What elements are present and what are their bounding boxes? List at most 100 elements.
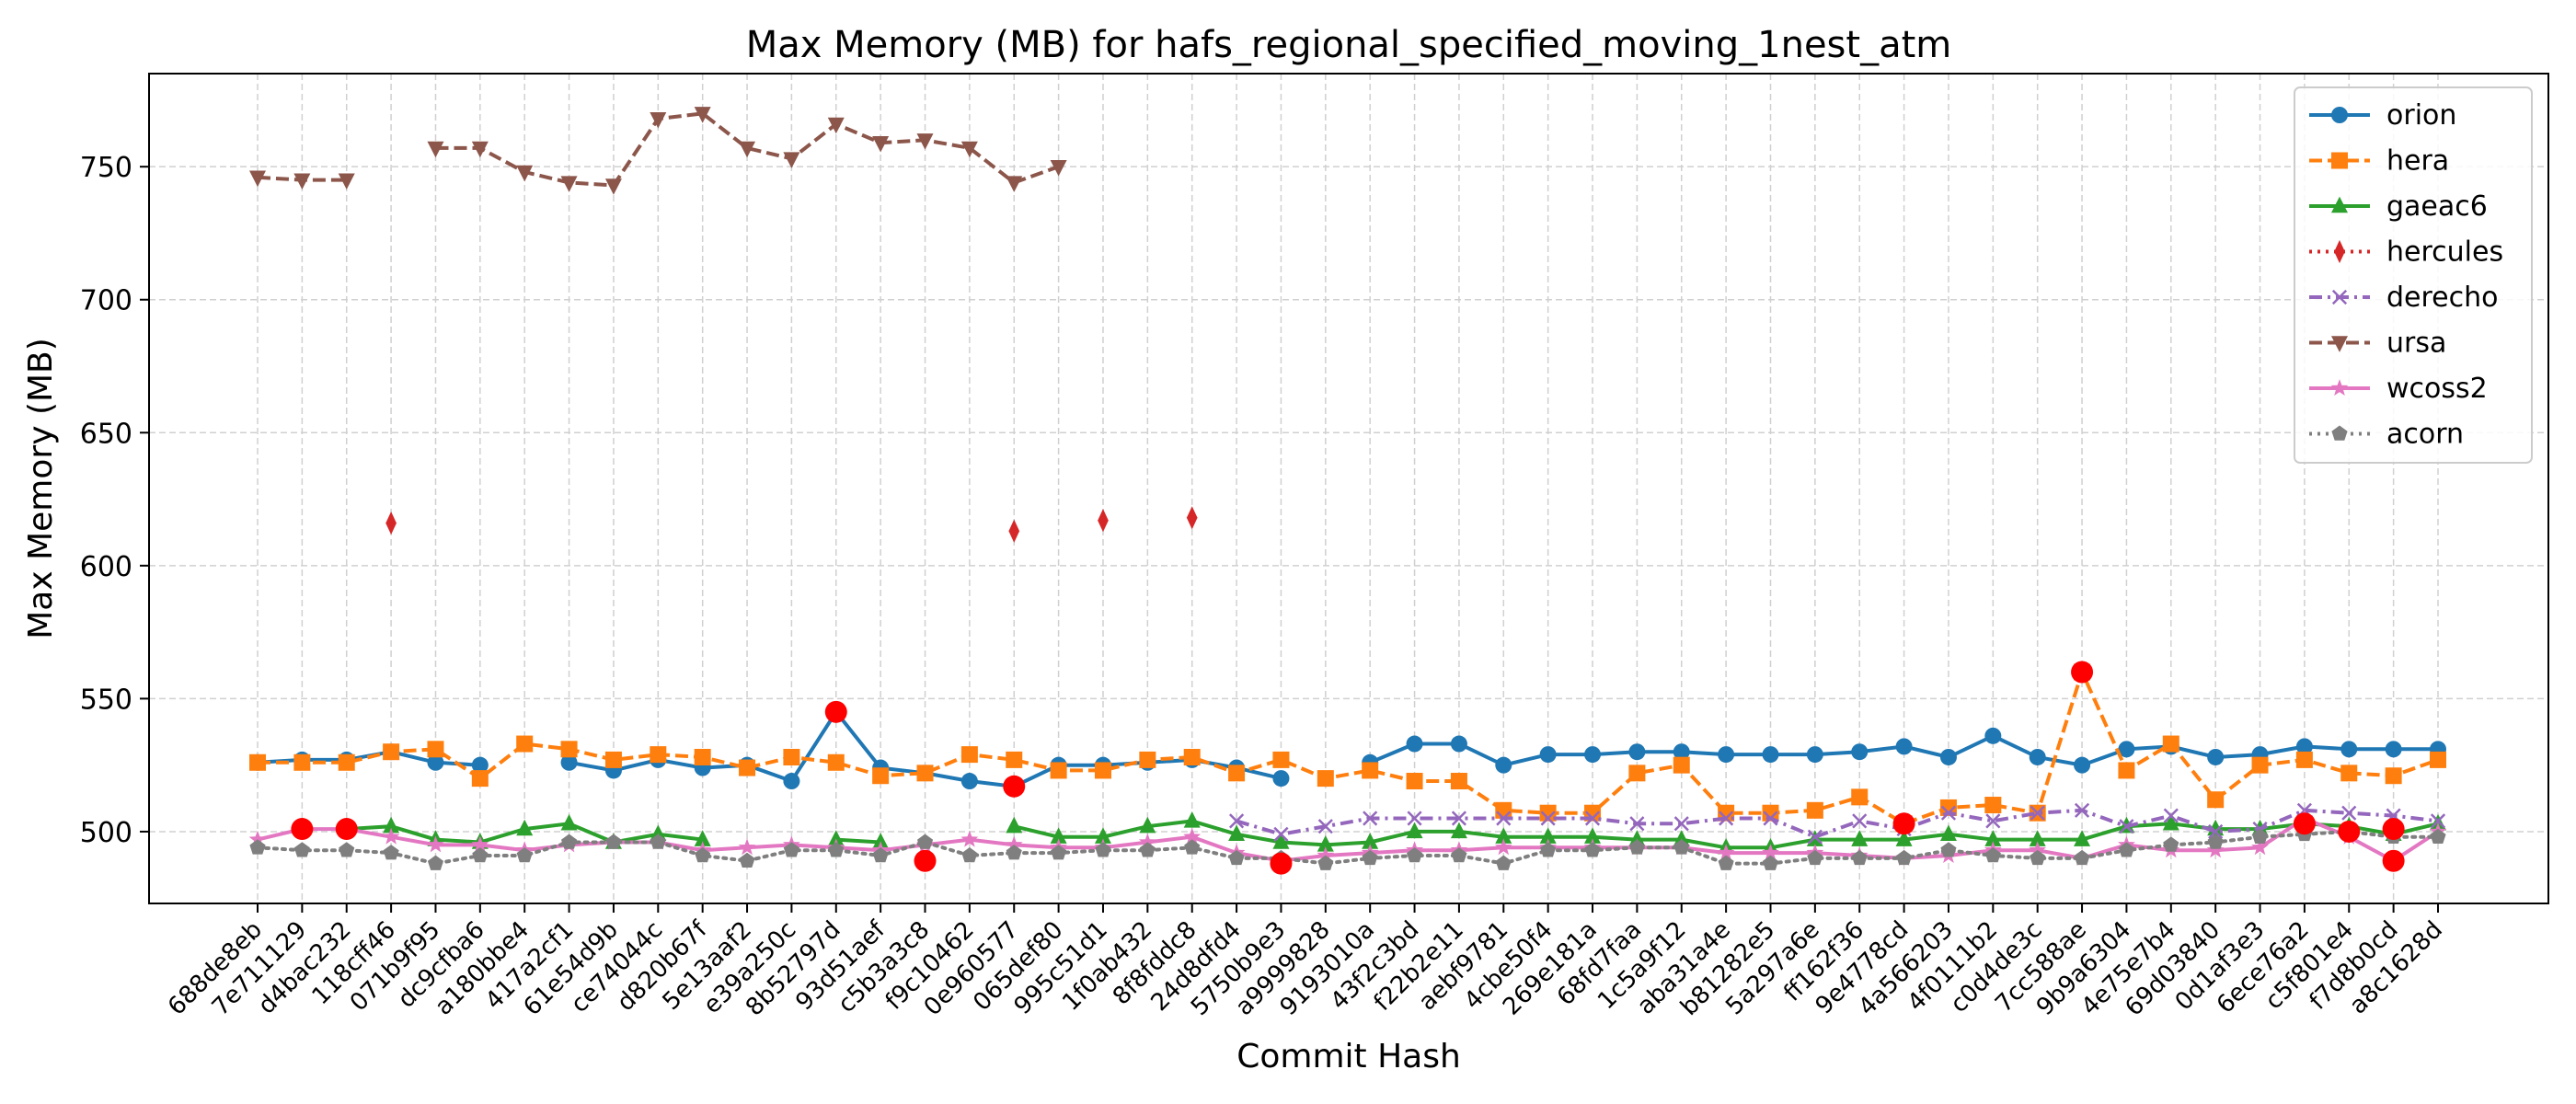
orion-point [1406,735,1423,753]
derecho-point [1317,819,1333,834]
hera-point [1406,773,1423,790]
hera-point [1539,804,1557,822]
acorn-point [1451,847,1467,863]
gaeac6-point [650,824,667,842]
orion-point [1718,746,1735,764]
acorn-point [1762,855,1778,870]
hera-point [2118,762,2135,779]
y-tick-label: 700 [80,285,132,317]
hera-point [2162,735,2179,753]
acorn-point [1407,847,1423,863]
legend-label: orion [2386,99,2456,132]
orion-point [1984,727,2002,744]
legend-entry-hera: hera [2309,145,2449,178]
legend-label: hercules [2386,236,2503,269]
legend-label: ursa [2386,328,2446,360]
legend-marker-swatch [2330,379,2349,396]
ursa-point [960,141,978,158]
hera-point [1495,801,1512,819]
derecho-point [1407,811,1422,826]
acorn-point [293,842,310,857]
gaeac6-point [1984,830,2002,846]
wcoss2-point [1183,827,1202,845]
y-tick-label: 550 [80,684,132,716]
wcoss2-point [248,830,267,847]
hera-point [2385,767,2402,785]
wcoss2-point [1717,844,1735,861]
derecho-point [1807,829,1823,845]
acorn-point [828,842,845,857]
ursa-point [650,111,667,129]
orion-point [560,753,578,771]
series-layer [248,107,2447,870]
wcoss2-point [1762,844,1779,861]
ursa-point [427,141,444,158]
gaeac6-point [1050,827,1067,844]
acorn-point [1139,842,1156,857]
acorn-point [383,845,399,860]
derecho-point [1273,826,1289,842]
derecho-point [1852,813,1868,829]
legend-entry-acorn: acorn [2309,419,2464,451]
hera-point [650,746,667,764]
ursa-line [435,111,1060,188]
hera-point [1006,751,1023,768]
legend-marker-swatch [2331,289,2348,305]
ursa-point [694,107,711,123]
legend-marker-swatch [2331,336,2348,352]
acorn-point [605,834,622,849]
hera-point [916,765,934,782]
acorn-point [561,834,578,849]
acorn-point [2207,834,2224,849]
wcoss2-point [382,827,400,845]
acorn-point [872,847,889,863]
hera-point [1673,756,1690,774]
orion-point [960,773,978,790]
orion-point [1762,746,1779,764]
ursa-point [783,152,800,168]
hercules-point [1008,519,1020,543]
acorn-point [2118,842,2134,857]
derecho-point [2030,805,2045,821]
hera-point [960,746,978,764]
orion-point [2295,738,2313,755]
orion-point [1272,770,1290,788]
ursa-point [1050,159,1067,177]
hera-point [427,741,444,758]
acorn-point [695,847,711,863]
legend-label: derecho [2386,282,2499,314]
hera-point [383,743,400,761]
derecho-point [1719,811,1734,826]
highlight-point [2382,849,2405,872]
acorn-point [339,842,355,857]
acorn-point [1718,855,1734,870]
orion-point [427,753,444,771]
acorn-point [1896,849,1913,866]
orion-point [2340,741,2358,758]
highlight-point [291,818,314,841]
derecho-point [2119,819,2134,834]
series-hera [249,663,2446,833]
derecho-point [2208,823,2224,840]
hera-point [783,748,800,765]
gaeac6-point [694,830,711,846]
ursa-point [560,176,578,192]
hera-point [1317,770,1334,788]
y-tick-label: 600 [80,551,132,583]
ursa-point [872,135,890,153]
gaeac6-point [1584,827,1602,844]
orion-point [2029,748,2046,765]
hera-point [338,753,355,771]
ursa-point [739,141,756,158]
acorn-point [1362,849,1378,866]
hera-point [1094,762,1111,779]
derecho-point [1496,811,1512,826]
acorn-point [917,834,934,849]
y-axis-label: Max Memory (MB) [22,338,60,639]
derecho-point [1629,816,1645,832]
ursa-point [1006,176,1023,192]
gaeac6-point [2029,830,2046,846]
ursa-point [471,141,489,158]
orion-point [1939,748,1957,765]
